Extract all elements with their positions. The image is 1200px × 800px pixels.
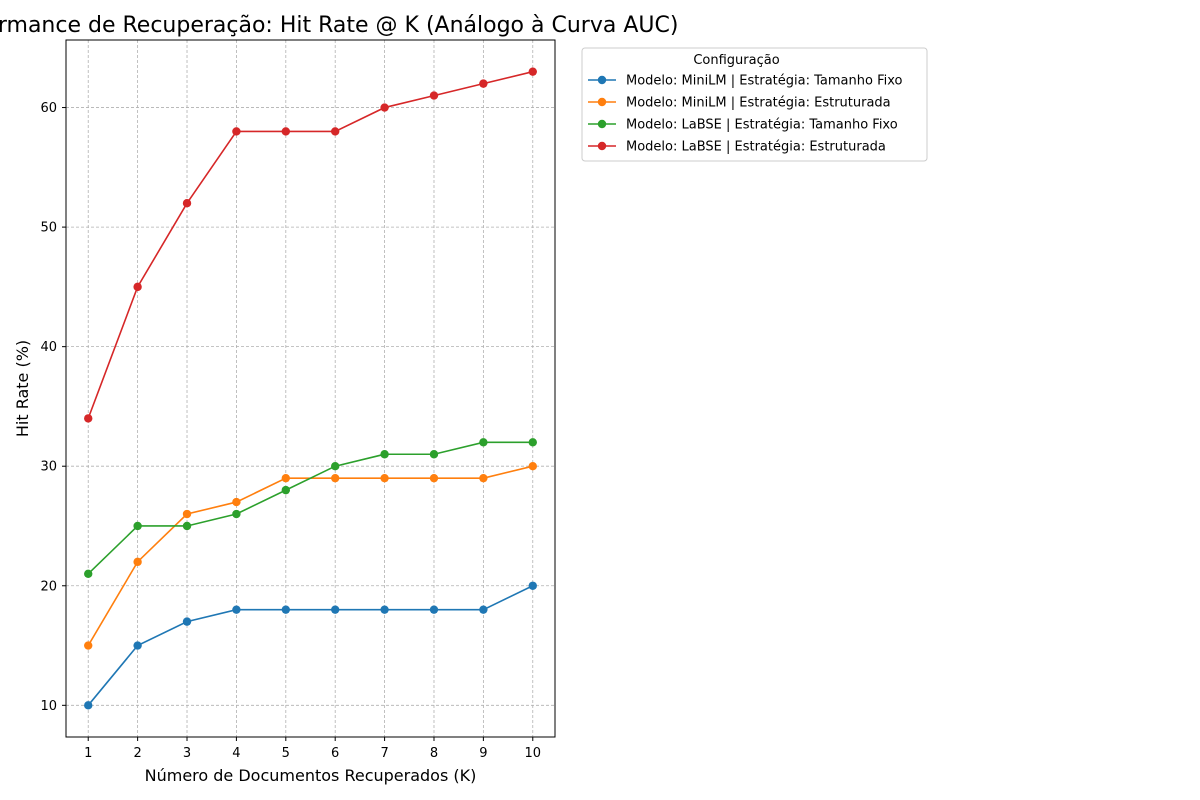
series-line xyxy=(87,465,533,646)
y-tick-label: 40 xyxy=(40,340,57,355)
data-point xyxy=(479,438,488,447)
x-tick-label: 1 xyxy=(84,746,92,761)
data-point xyxy=(182,198,192,208)
data-point xyxy=(479,605,488,614)
grid xyxy=(66,40,555,737)
legend-title: Configuração xyxy=(693,53,779,68)
data-point xyxy=(528,67,537,76)
plot-frame xyxy=(65,39,556,738)
x-tick-label: 3 xyxy=(183,746,191,761)
data-point xyxy=(528,581,537,590)
data-point xyxy=(330,127,340,136)
data-point xyxy=(281,127,291,136)
x-tick-label: 7 xyxy=(380,746,388,761)
data-point xyxy=(182,521,192,531)
data-point xyxy=(330,605,340,614)
data-point xyxy=(133,282,142,292)
legend-label: Modelo: MiniLM | Estratégia: Tamanho Fix… xyxy=(626,74,902,89)
x-tick-label: 8 xyxy=(430,746,438,761)
data-point xyxy=(380,450,389,459)
x-tick-label: 4 xyxy=(232,746,240,761)
data-point xyxy=(380,473,389,483)
data-point xyxy=(84,641,93,650)
legend-swatch-marker xyxy=(597,75,607,85)
data-point xyxy=(84,414,93,423)
data-point xyxy=(182,509,192,519)
data-point xyxy=(133,557,142,567)
y-tick-label: 10 xyxy=(40,699,57,714)
legend-swatch-marker xyxy=(597,119,607,129)
legend-label: Modelo: MiniLM | Estratégia: Estruturada xyxy=(626,96,891,111)
data-point xyxy=(232,605,241,614)
y-tick-label: 50 xyxy=(40,221,57,236)
data-point xyxy=(281,485,291,495)
series-layer xyxy=(84,67,537,710)
data-point xyxy=(84,569,93,579)
series-1 xyxy=(84,581,537,710)
data-point xyxy=(133,641,142,650)
legend-swatch-marker xyxy=(597,97,607,107)
data-point xyxy=(182,617,192,626)
data-point xyxy=(281,473,291,483)
series-4 xyxy=(84,67,537,423)
x-tick-label: 10 xyxy=(524,746,541,761)
data-point xyxy=(232,127,241,136)
x-tick-label: 5 xyxy=(282,746,290,761)
series-line xyxy=(87,70,533,419)
data-point xyxy=(479,79,488,88)
data-point xyxy=(429,450,439,459)
data-point xyxy=(429,91,439,100)
series-line xyxy=(87,585,534,706)
x-tick-label: 9 xyxy=(479,746,487,761)
x-tick-label: 2 xyxy=(133,746,141,761)
y-tick-label: 30 xyxy=(40,460,57,475)
y-axis-title: Hit Rate (%) xyxy=(13,340,32,437)
chart-title: Performance de Recuperação: Hit Rate @ K… xyxy=(0,13,678,38)
x-axis: 1 2 3 4 5 6 7 8 9 10 xyxy=(84,737,541,761)
data-point xyxy=(479,473,488,483)
series-3 xyxy=(84,438,537,579)
legend-swatch-marker xyxy=(597,141,607,151)
data-point xyxy=(330,473,340,483)
legend-item: Modelo: MiniLM | Estratégia: Tamanho Fix… xyxy=(588,74,902,89)
data-point xyxy=(380,103,389,112)
series-2 xyxy=(84,462,537,650)
data-point xyxy=(330,462,340,471)
legend-label: Modelo: LaBSE | Estratégia: Estruturada xyxy=(626,140,886,155)
data-point xyxy=(232,509,241,519)
legend-label: Modelo: LaBSE | Estratégia: Tamanho Fixo xyxy=(626,118,898,133)
data-point xyxy=(528,438,537,447)
data-point xyxy=(133,521,142,531)
x-tick-label: 6 xyxy=(331,746,339,761)
data-point xyxy=(429,605,439,614)
legend-item: Modelo: LaBSE | Estratégia: Tamanho Fixo xyxy=(588,118,898,133)
data-point xyxy=(84,701,93,710)
data-point xyxy=(429,473,439,483)
y-tick-label: 60 xyxy=(40,101,57,116)
legend-item: Modelo: LaBSE | Estratégia: Estruturada xyxy=(588,140,886,155)
y-tick-label: 20 xyxy=(40,579,57,594)
data-point xyxy=(380,605,389,614)
y-axis: 10 20 30 40 50 60 xyxy=(40,101,66,714)
series-line xyxy=(87,441,533,575)
data-point xyxy=(281,605,291,614)
legend-box xyxy=(581,47,928,162)
legend: Configuração Modelo: MiniLM | Estratégia… xyxy=(581,47,928,162)
legend-item: Modelo: MiniLM | Estratégia: Estruturada xyxy=(588,96,891,111)
x-axis-title: Número de Documentos Recuperados (K) xyxy=(145,766,477,785)
data-point xyxy=(232,497,241,507)
data-point xyxy=(528,462,537,471)
